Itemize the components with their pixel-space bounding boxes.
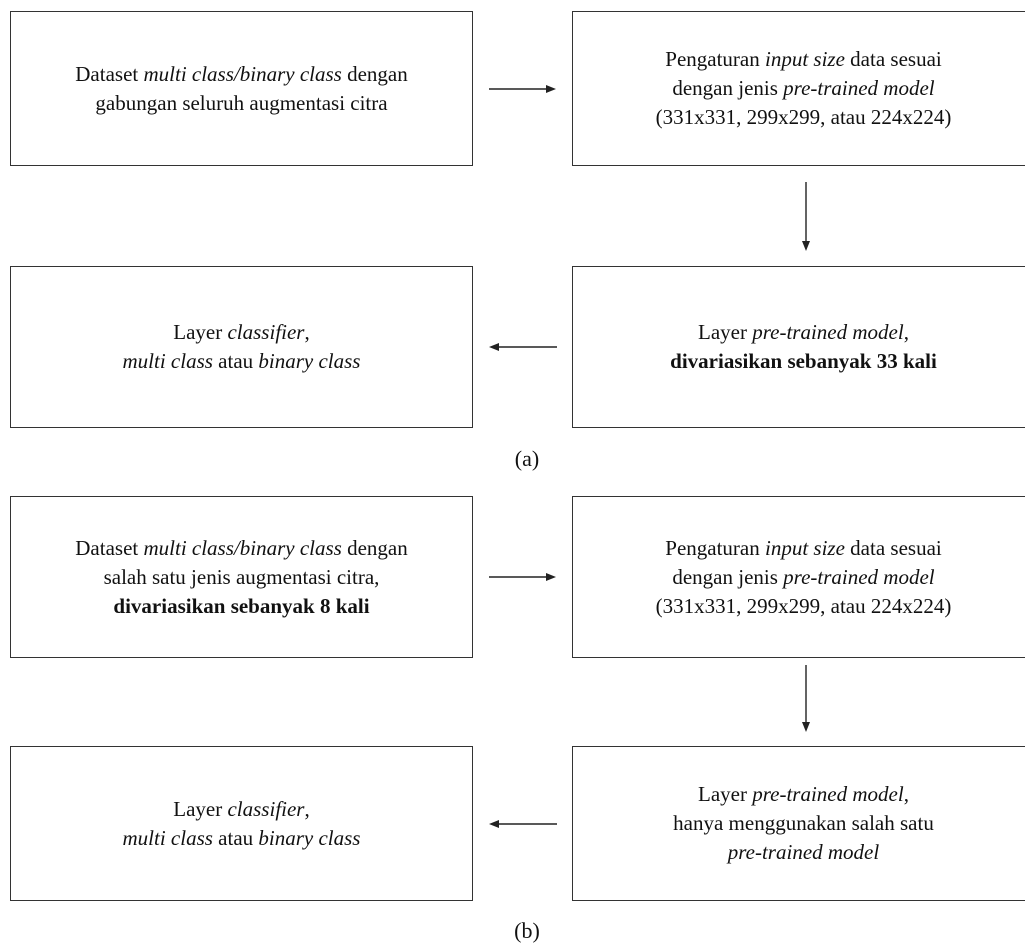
text-line: divariasikan sebanyak 8 kali [113, 592, 369, 621]
text-line: multi class atau binary class [123, 824, 361, 853]
text-segment: , [304, 320, 310, 344]
text-line: Dataset multi class/binary class dengan [75, 534, 407, 563]
text-line: Layer pre-trained model, [698, 318, 909, 347]
text-line: Dataset multi class/binary class dengan [75, 60, 407, 89]
text-segment: , [903, 782, 909, 806]
text-line: Pengaturan input size data sesuai [665, 45, 941, 74]
italic-text: input size [765, 47, 845, 71]
text-segment: Dataset [75, 535, 144, 560]
text-segment: Layer [173, 796, 228, 821]
italic-text: input size [765, 535, 845, 560]
italic-text: multi class/binary class [143, 535, 342, 560]
italic-text: classifier [227, 796, 305, 821]
caption-b: (b) [514, 918, 540, 943]
italic-text: multi class [122, 825, 213, 850]
text-segment: atau [212, 825, 259, 850]
text-line: Layer pre-trained model, [698, 780, 909, 809]
text-line: Layer classifier, [173, 318, 309, 347]
a-pretrained-model-box: Layer pre-trained model, divariasikan seb… [572, 266, 1025, 428]
text-segment: (331x331, 299x299, atau 224x224) [655, 593, 952, 618]
italic-text: pre-trained model [752, 782, 904, 806]
b-dataset-box: Dataset multi class/binary class dengan s… [10, 496, 473, 658]
text-segment: data sesuai [844, 535, 942, 560]
bold-text: divariasikan sebanyak 8 kali [113, 593, 370, 618]
text-line: Layer classifier, [173, 795, 309, 824]
b-arrow-right [489, 573, 556, 581]
text-segment: dengan jenis [672, 564, 784, 589]
text-segment: Layer [698, 320, 753, 344]
b-arrow-down [802, 665, 810, 732]
text-segment: Layer [173, 320, 228, 344]
italic-text: pre-trained model [783, 564, 935, 589]
text-line: (331x331, 299x299, atau 224x224) [656, 592, 952, 621]
text-segment: dengan [341, 535, 408, 560]
text-line: Pengaturan input size data sesuai [665, 534, 941, 563]
italic-text: binary class [258, 825, 361, 850]
text-line: gabungan seluruh augmentasi citra [95, 89, 387, 118]
italic-text: pre-trained model [727, 840, 880, 864]
caption-a: (a) [514, 446, 540, 471]
text-segment: Pengaturan [665, 47, 765, 71]
bold-text: divariasikan sebanyak 33 kali [670, 349, 937, 373]
text-segment: Layer [698, 782, 753, 806]
a-classifier-box: Layer classifier, multi class atau binary… [10, 266, 473, 428]
text-segment: dengan [341, 61, 408, 86]
text-segment: atau [212, 349, 259, 373]
text-segment: , [304, 796, 310, 821]
b-input-size-box: Pengaturan input size data sesuai dengan … [572, 496, 1025, 658]
italic-text: pre-trained model [783, 76, 935, 100]
italic-text: multi class [122, 349, 213, 373]
text-segment: (331x331, 299x299, atau 224x224) [655, 105, 952, 129]
text-line: salah satu jenis augmentasi citra, [104, 563, 380, 592]
a-arrow-right [489, 85, 556, 93]
b-classifier-box: Layer classifier, multi class atau binary… [10, 746, 473, 901]
text-segment: Dataset [75, 61, 144, 86]
text-segment: data sesuai [844, 47, 942, 71]
b-arrow-left [489, 820, 557, 828]
a-dataset-box: Dataset multi class/binary class dengan g… [10, 11, 473, 166]
text-line: pre-trained model [728, 838, 879, 867]
a-arrow-down [802, 182, 810, 251]
italic-text: binary class [258, 349, 361, 373]
text-segment: , [903, 320, 909, 344]
a-arrow-left [489, 343, 557, 351]
text-segment: gabungan seluruh augmentasi citra [95, 90, 388, 115]
text-line: (331x331, 299x299, atau 224x224) [656, 103, 952, 132]
text-line: dengan jenis pre-trained model [672, 563, 934, 592]
text-line: dengan jenis pre-trained model [672, 74, 934, 103]
italic-text: pre-trained model [752, 320, 904, 344]
italic-text: multi class/binary class [143, 61, 342, 86]
a-input-size-box: Pengaturan input size data sesuai dengan … [572, 11, 1025, 166]
text-segment: hanya menggunakan salah satu [673, 811, 934, 835]
text-line: multi class atau binary class [123, 347, 361, 376]
italic-text: classifier [227, 320, 305, 344]
text-segment: Pengaturan [665, 535, 765, 560]
text-segment: salah satu jenis augmentasi citra, [103, 564, 380, 589]
b-pretrained-model-box: Layer pre-trained model, hanya menggunaka… [572, 746, 1025, 901]
text-segment: dengan jenis [672, 76, 784, 100]
text-line: hanya menggunakan salah satu [673, 809, 934, 838]
text-line: divariasikan sebanyak 33 kali [670, 347, 937, 376]
